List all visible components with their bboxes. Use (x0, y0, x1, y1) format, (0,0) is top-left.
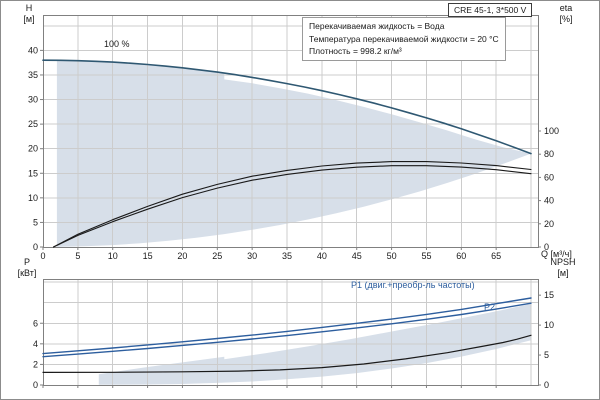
tick-label: 65 (491, 251, 501, 261)
tick-label: 0 (544, 242, 549, 252)
tick-label: 40 (544, 196, 554, 206)
npsh-axis-label: NPSH [м] (542, 257, 584, 279)
tick-label: 15 (143, 251, 153, 261)
curve-p2-power (42, 302, 532, 358)
tick-label: 6 (33, 318, 38, 328)
tick-label: 20 (28, 144, 38, 154)
curve-npsh (42, 334, 532, 373)
h-axis-symbol: H (25, 3, 33, 13)
plot-frame (43, 279, 539, 386)
curve-p1-power (42, 297, 532, 355)
tick-label: 10 (544, 320, 554, 330)
eta-axis-symbol: eta (559, 3, 573, 13)
p-axis-label: P [кВт] (9, 257, 45, 279)
tick-label: 20 (544, 219, 554, 229)
tick-label: 40 (317, 251, 327, 261)
fluid-info-line: Температура перекачиваемой жидкости = 20… (309, 33, 499, 44)
pump-title-box: CRE 45-1, 3*500 V (448, 3, 533, 17)
tick-label: 0 (40, 251, 45, 261)
tick-label: 4 (33, 339, 38, 349)
curve-head-100pct (42, 59, 532, 155)
tick-label: 45 (352, 251, 362, 261)
tick-label: 55 (421, 251, 431, 261)
tick-label: 50 (387, 251, 397, 261)
speed-label: 100 % (104, 39, 130, 49)
h-axis-unit: [м] (23, 14, 35, 24)
tick-label: 35 (282, 251, 292, 261)
tick-label: 60 (456, 251, 466, 261)
tick-label: 30 (247, 251, 257, 261)
tick-label: 25 (28, 119, 38, 129)
q-axis-label: Q [м³/ч] (541, 249, 572, 259)
tick-label: 80 (544, 149, 554, 159)
tick-label: 35 (28, 70, 38, 80)
tick-label: 2 (33, 359, 38, 369)
tick-label: 0 (33, 242, 38, 252)
tick-label: 0 (544, 380, 549, 390)
tick-label: 10 (28, 193, 38, 203)
tick-label: 20 (177, 251, 187, 261)
tick-label: 5 (75, 251, 80, 261)
tick-label: 10 (108, 251, 118, 261)
p1-curve-label: P1 (двиг.+преобр-ль частоты) (351, 280, 475, 290)
eta-axis-label: eta [%] (549, 3, 583, 25)
tick-label: 40 (28, 45, 38, 55)
tick-label: 15 (28, 168, 38, 178)
npsh-axis-symbol: NPSH (550, 257, 576, 267)
fluid-info-line: Перекачиваемая жидкость = Вода (309, 21, 445, 31)
tick-label: 15 (544, 290, 554, 300)
tick-label: 60 (544, 172, 554, 182)
fluid-info-line: Плотность = 998.2 кг/м³ (309, 46, 402, 56)
tick-label: 5 (33, 217, 38, 227)
eta-axis-unit: [%] (559, 14, 573, 24)
npsh-axis-unit: [м] (557, 268, 569, 278)
region-operating-range (56, 60, 532, 247)
curve-eta-curve-2 (52, 165, 532, 248)
curve-eta-curve-1 (52, 161, 532, 248)
p2-curve-label: P2 (484, 302, 496, 312)
p-axis-symbol: P (23, 257, 30, 267)
tick-label: 0 (33, 380, 38, 390)
tick-label: 25 (212, 251, 222, 261)
p-axis-unit: [кВт] (17, 268, 37, 278)
tick-label: 30 (28, 95, 38, 105)
h-axis-label: H [м] (14, 3, 44, 25)
tick-label: 5 (544, 350, 549, 360)
tick-label: 100 (544, 126, 559, 136)
fluid-info-box: Перекачиваемая жидкость = Вода Температу… (302, 17, 506, 61)
